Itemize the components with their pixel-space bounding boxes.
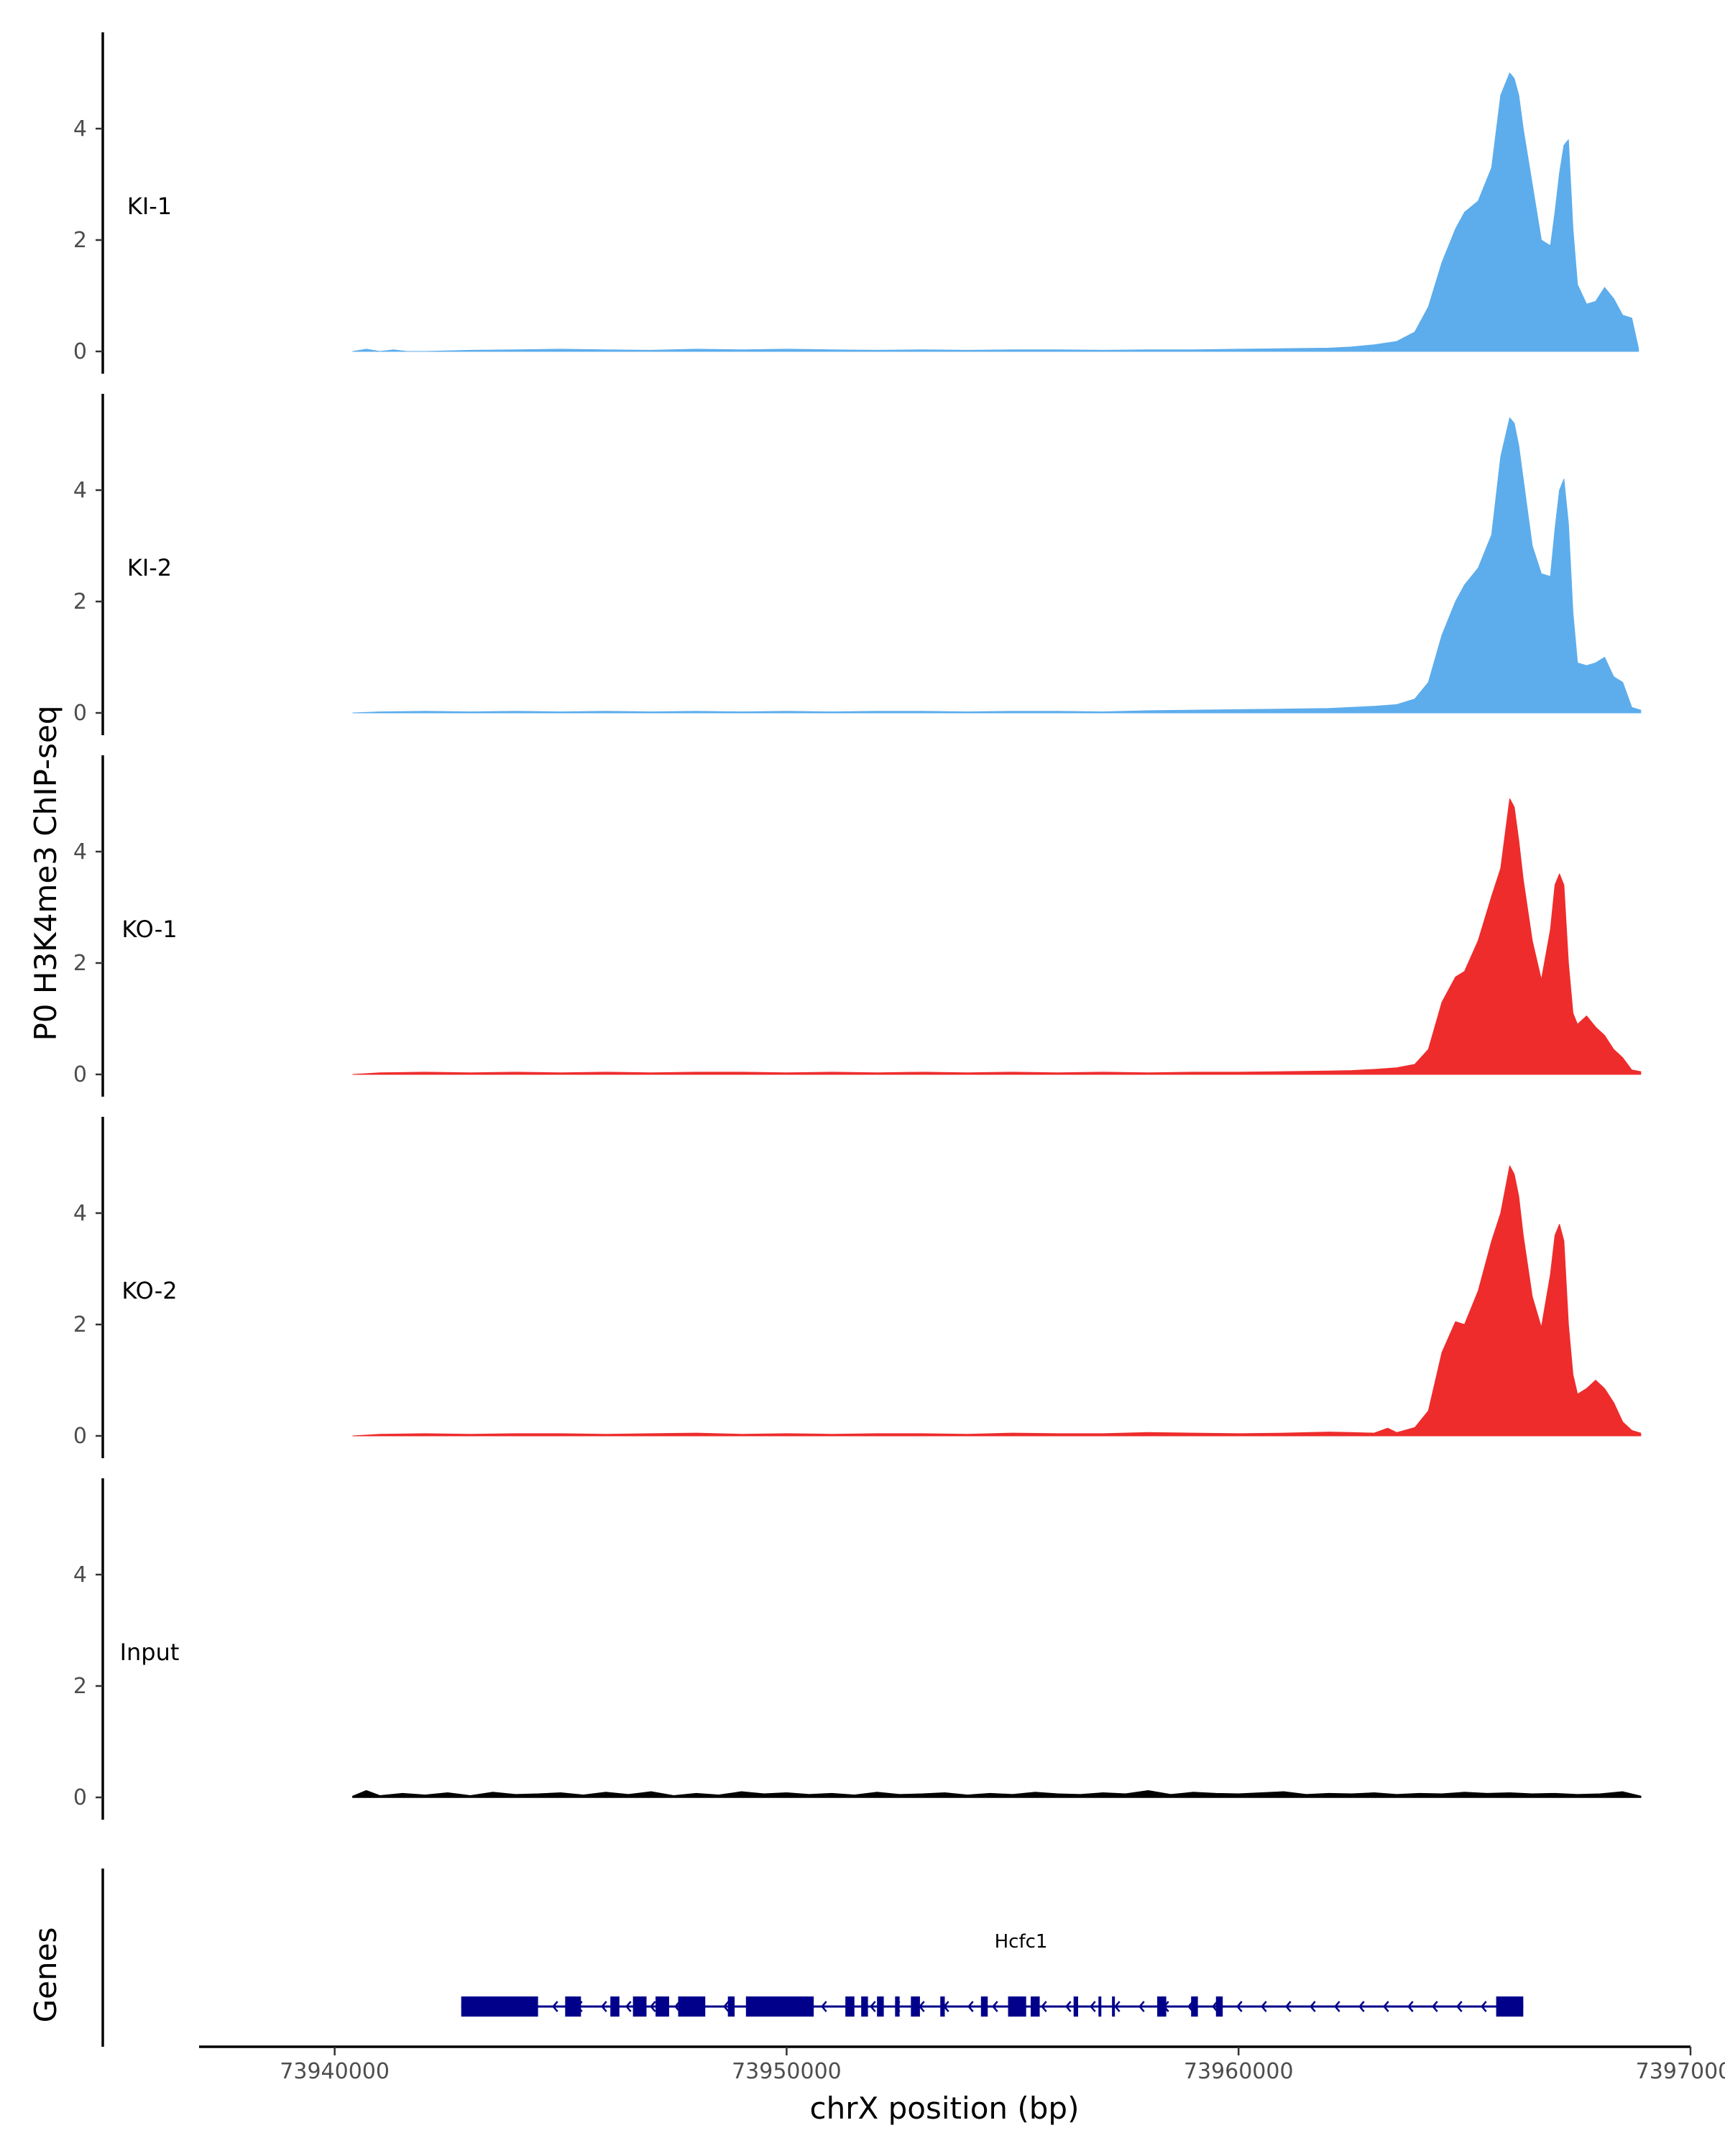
y-tick-label: 2 <box>73 951 87 976</box>
strand-arrow-icon <box>1310 2001 1316 2012</box>
y-tick-label: 4 <box>73 1201 87 1226</box>
y-axis-title: P0 H3K4me3 ChIP-seq <box>28 705 63 1041</box>
x-tick-label: 73950000 <box>732 2059 842 2084</box>
gene-exon <box>1008 1996 1026 2017</box>
strand-arrow-icon <box>1383 2001 1389 2012</box>
y-tick-label: 4 <box>73 1562 87 1588</box>
gene-exon <box>1030 1996 1040 2017</box>
gene-exon <box>895 1996 900 2017</box>
x-axis: 73940000 73950000 73960000 73970000 <box>199 2045 1725 2084</box>
track-ki-2: 0 2 4 KI-2 <box>73 394 1642 735</box>
gene-exon <box>1215 1996 1223 2017</box>
genes-track-title: Genes <box>28 1927 63 2023</box>
strand-arrow-icon <box>1358 2001 1365 2012</box>
track-ki-1: 0 2 4 KI-1 <box>73 32 1639 374</box>
strand-arrow-icon <box>1212 2001 1218 2012</box>
track-label-ko-1: KO-1 <box>121 916 177 943</box>
strand-arrow-icon <box>1236 2001 1243 2012</box>
track-ko-1: 0 2 4 KO-1 <box>73 755 1642 1097</box>
strand-arrow-icon <box>1090 2001 1096 2012</box>
gene-exon <box>1496 1996 1524 2017</box>
gene-exon <box>656 1996 669 2017</box>
gene-exon <box>911 1996 920 2017</box>
y-tick-label: 4 <box>73 839 87 865</box>
gene-exon <box>745 1996 814 2017</box>
gene-exon <box>877 1996 884 2017</box>
x-axis-title: chrX position (bp) <box>810 2091 1080 2126</box>
strand-arrow-icon <box>1481 2001 1487 2012</box>
gene-exon <box>632 1996 647 2017</box>
gene-exon <box>1112 1996 1116 2017</box>
strand-arrow-icon <box>967 2001 974 2012</box>
y-tick-label: 2 <box>73 1312 87 1337</box>
strand-arrow-icon <box>1261 2001 1267 2012</box>
gene-exon <box>610 1996 620 2017</box>
gene-exon <box>1073 1996 1078 2017</box>
gene-exon <box>678 1996 706 2017</box>
gene-exon <box>861 1996 868 2017</box>
strand-arrow-icon <box>1334 2001 1340 2012</box>
gene-exon <box>940 1996 945 2017</box>
strand-arrow-icon <box>1285 2001 1292 2012</box>
y-tick-label: 0 <box>73 701 87 726</box>
track-label-ko-2: KO-2 <box>121 1277 177 1304</box>
signal-area-ki-2 <box>352 417 1642 714</box>
y-tick-label: 0 <box>73 339 87 364</box>
gene-exon <box>461 1996 538 2017</box>
track-label-ki-2: KI-2 <box>127 554 172 581</box>
x-tick-label: 73970000 <box>1636 2059 1725 2084</box>
y-tick-label: 0 <box>73 1785 87 1810</box>
strand-arrow-icon <box>1407 2001 1414 2012</box>
strand-arrow-icon <box>625 2001 632 2012</box>
signal-area-ki-1 <box>352 73 1639 352</box>
strand-arrow-icon <box>821 2001 827 2012</box>
strand-arrow-icon <box>1456 2001 1463 2012</box>
strand-arrow-icon <box>1432 2001 1438 2012</box>
strand-arrow-icon <box>992 2001 998 2012</box>
gene-exon <box>727 1996 735 2017</box>
y-tick-label: 0 <box>73 1424 87 1449</box>
gene-name-label: Hcfc1 <box>995 1931 1048 1953</box>
y-tick-label: 4 <box>73 116 87 142</box>
gene-exon <box>980 1996 988 2017</box>
strand-arrow-icon <box>1065 2001 1072 2012</box>
track-label-ki-1: KI-1 <box>127 193 172 220</box>
y-tick-label: 0 <box>73 1062 87 1087</box>
y-tick-label: 4 <box>73 478 87 503</box>
signal-area-ko-2 <box>352 1165 1642 1437</box>
signal-area-ko-1 <box>352 798 1642 1075</box>
y-tick-label: 2 <box>73 1674 87 1699</box>
strand-arrow-icon <box>601 2001 607 2012</box>
y-tick-label: 2 <box>73 589 87 614</box>
signal-area-input <box>352 1789 1642 1798</box>
y-tick-label: 2 <box>73 228 87 253</box>
strand-arrow-icon <box>1041 2001 1047 2012</box>
gene-exon <box>1098 1996 1102 2017</box>
strand-arrow-icon <box>870 2001 876 2012</box>
track-label-input: Input <box>120 1639 180 1666</box>
track-ko-2: 0 2 4 KO-2 <box>73 1117 1642 1458</box>
track-input: 0 2 4 Input <box>73 1478 1642 1820</box>
strand-arrow-icon <box>1138 2001 1145 2012</box>
gene-exon <box>1157 1996 1167 2017</box>
strand-arrow-icon <box>723 2001 730 2012</box>
strand-arrow-icon <box>650 2001 656 2012</box>
x-tick-label: 73940000 <box>280 2059 390 2084</box>
strand-arrow-icon <box>552 2001 558 2012</box>
gene-track: Hcfc1 <box>101 1869 1524 2047</box>
gene-exon <box>1191 1996 1198 2017</box>
x-tick-label: 73960000 <box>1184 2059 1294 2084</box>
gene-exon <box>845 1996 855 2017</box>
signal-tracks: 0 2 4 KI-1 0 2 4 KI-2 0 2 4 KO-1 0 2 4 KO-2 0 2 4 Input <box>73 32 1642 1820</box>
strand-arrow-icon <box>1114 2001 1121 2012</box>
gene-exon <box>565 1996 581 2017</box>
